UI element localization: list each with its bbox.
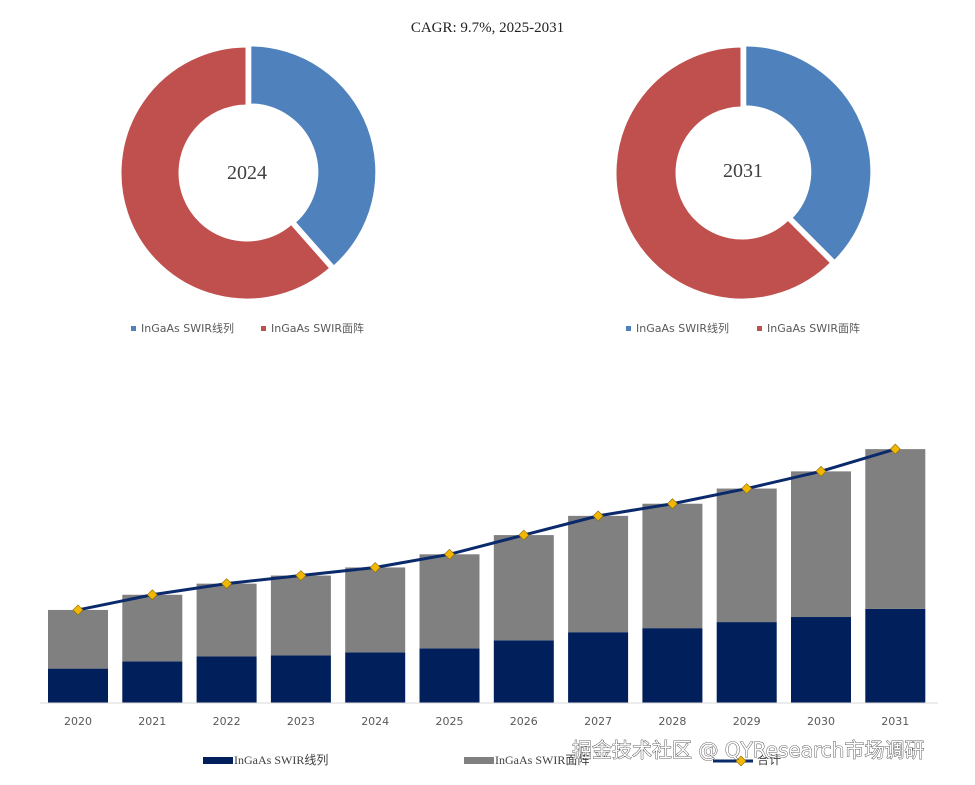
donut-legend-2024: InGaAs SWIR线列 InGaAs SWIR面阵 [131,321,364,335]
legend-label-line-total: 合计 [757,752,781,767]
bar-area-2024 [345,567,406,653]
bar-area-2030 [791,471,851,618]
chart-title: CAGR: 9.7%, 2025-2031 [410,20,565,36]
marker-total-2024 [369,562,381,573]
legend-label-linear: InGaAs SWIR线列 [141,321,234,335]
donut-slice-linear [248,43,379,270]
marker-total-2026 [518,529,530,541]
marker-total-2020 [72,604,84,616]
stacked-bar-chart [48,443,926,703]
marker-total-2029 [741,483,753,494]
x-tick-label: 2022 [213,715,241,728]
bar-linear-2023 [270,655,331,703]
x-tick-label: 2030 [807,715,835,728]
x-tick-label: 2024 [361,715,389,728]
legend-label-bar-area: InGaAs SWIR面阵 [495,753,589,767]
bar-area-2025 [419,554,480,649]
bar-area-2028 [642,503,703,629]
bar-linear-2020 [48,668,108,703]
x-axis-ticks: 2020 2021 2022 2023 2024 2025 2026 2027 2028 2029… [64,715,909,728]
watermark: 掘金技术社区 @ QYResearch市场调研 [572,738,924,762]
donut-slice-area [118,44,334,302]
legend-label-linear: InGaAs SWIR线列 [636,321,729,335]
donut-chart-2031 [613,43,874,302]
bar-linear-2021 [122,661,183,703]
legend-swatch-linear [131,326,136,331]
marker-total-2023 [295,570,307,581]
x-tick-label: 2026 [510,715,538,728]
donut-center-label-2024: 2024 [227,162,267,184]
legend-swatch-linear [626,326,631,331]
donut-chart-2024 [118,43,379,302]
x-tick-label: 2028 [658,715,686,728]
x-tick-label: 2031 [881,715,909,728]
x-tick-label: 2029 [733,715,761,728]
x-tick-label: 2023 [287,715,315,728]
marker-total-2027 [592,510,604,522]
legend-label-bar-linear: InGaAs SWIR线列 [234,753,328,767]
bar-linear-2029 [716,622,777,703]
legend-swatch-bar-area [464,757,494,764]
bar-area-2022 [196,583,257,657]
donut-center-label-2031: 2031 [723,160,763,182]
line-total [77,447,896,612]
marker-total-2028 [666,498,678,510]
marker-total-2022 [221,578,233,590]
bar-area-2023 [270,575,331,656]
legend-label-area: InGaAs SWIR面阵 [271,321,364,335]
bar-chart-legend: InGaAs SWIR线列 InGaAs SWIR面阵 合计 [203,752,781,767]
bar-area-2031 [865,449,926,609]
bar-area-2027 [568,515,629,633]
legend-label-area: InGaAs SWIR面阵 [767,321,860,335]
legend-swatch-area [261,326,266,331]
x-tick-label: 2020 [64,715,92,728]
marker-total-2025 [444,548,455,560]
bar-linear-2022 [196,656,257,703]
bar-linear-2031 [865,608,926,703]
bar-linear-2028 [642,628,703,703]
bar-area-2021 [122,594,183,662]
bar-area-2029 [716,488,777,623]
bar-area-2020 [48,609,108,669]
bar-area-2026 [493,535,554,641]
x-tick-label: 2025 [436,715,464,728]
x-tick-label: 2021 [138,715,166,728]
legend-marker-total [735,755,747,767]
donut-slice-area [613,44,834,302]
marker-total-2021 [146,589,158,601]
marker-total-2031 [889,443,901,455]
donut-legend-2031: InGaAs SWIR线列 InGaAs SWIR面阵 [626,321,860,335]
bar-linear-2024 [345,652,406,703]
donut-slice-linear [743,43,874,264]
bar-linear-2026 [493,640,554,703]
bar-linear-2030 [791,617,851,703]
legend-swatch-area [757,326,762,331]
legend-swatch-bar-linear [203,757,233,764]
marker-total-2030 [815,465,827,477]
bar-linear-2027 [568,632,629,703]
bar-linear-2025 [419,648,480,703]
x-tick-label: 2027 [584,715,612,728]
